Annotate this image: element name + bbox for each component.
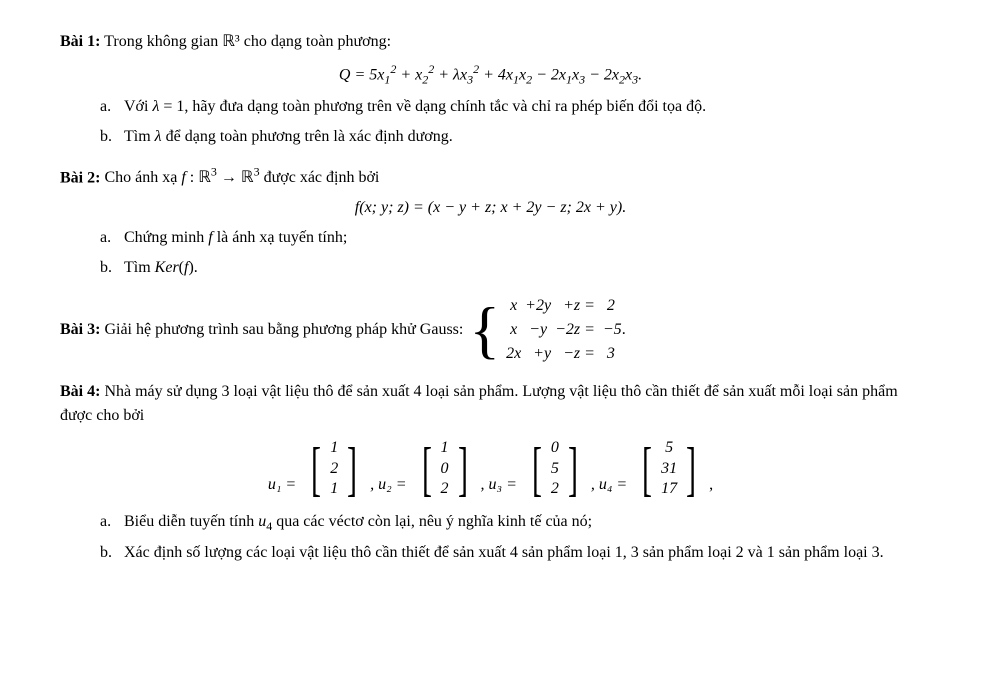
bai-4: Bài 4: Nhà máy sử dụng 3 loại vật liệu t…	[60, 380, 921, 566]
bai3-system: { x +2y +z = 2 x −y −2z = −5 2x +y −z = …	[469, 294, 621, 366]
bai2-b-text: Tìm Ker(f).	[124, 256, 198, 280]
bai2-a: a. Chứng minh f là ánh xạ tuyến tính;	[100, 226, 921, 250]
u1-col: 1 2 1	[326, 438, 342, 500]
bai3-title: Bài 3:	[60, 318, 100, 342]
u4-2: 17	[661, 479, 677, 500]
bai4-b: b. Xác định số lượng các loại vật liệu t…	[100, 541, 921, 565]
left-bracket-icon: [	[532, 439, 542, 499]
system-row-1: x +2y +z = 2	[506, 294, 622, 318]
u1-label: u₁ =	[268, 476, 296, 493]
right-bracket-icon: ]	[686, 439, 696, 499]
bai2-b: b. Tìm Ker(f).	[100, 256, 921, 280]
system-rows: x +2y +z = 2 x −y −2z = −5 2x +y −z = 3	[506, 294, 622, 366]
bai2-header: Bài 2: Cho ánh xạ f : ℝ3 → ℝ3 được xác đ…	[60, 163, 921, 190]
u1-0: 1	[330, 438, 338, 459]
left-bracket-icon: [	[422, 439, 432, 499]
u2-label: , u₂ =	[370, 476, 406, 493]
bai4-a-text: Biểu diễn tuyến tính u4 qua các véctơ cò…	[124, 510, 592, 535]
bai3-intro: Giải hệ phương trình sau bằng phương phá…	[104, 318, 463, 342]
bai4-b-text: Xác định số lượng các loại vật liệu thô …	[124, 541, 884, 565]
bai1-header: Bài 1: Trong không gian ℝ³ cho dạng toàn…	[60, 30, 921, 54]
bai-1: Bài 1: Trong không gian ℝ³ cho dạng toàn…	[60, 30, 921, 149]
u4-1: 31	[661, 459, 677, 480]
left-bracket-icon: [	[642, 439, 652, 499]
u3-label: , u₃ =	[481, 476, 517, 493]
bai1-formula: Q = 5x12 + x22 + λx32 + 4x1x2 − 2x1x3 − …	[60, 60, 921, 89]
label-b: b.	[100, 256, 124, 280]
left-bracket-icon: [	[311, 439, 321, 499]
bai4-a: a. Biểu diễn tuyến tính u4 qua các véctơ…	[100, 510, 921, 535]
bai4-matrices: u₁ = [ 1 2 1 ] , u₂ = [ 1 0 2 ] , u₃ = […	[60, 438, 921, 500]
label-b: b.	[100, 125, 124, 149]
bai4-intro: Nhà máy sử dụng 3 loại vật liệu thô để s…	[60, 383, 898, 424]
u1-2: 1	[330, 479, 338, 500]
bai3-tail: .	[622, 318, 626, 342]
u1-matrix: [ 1 2 1 ]	[306, 438, 362, 500]
right-bracket-icon: ]	[347, 439, 357, 499]
u1-1: 2	[330, 459, 338, 480]
label-a: a.	[100, 510, 124, 535]
system-row-2: x −y −2z = −5	[506, 318, 622, 342]
u3-1: 5	[551, 459, 559, 480]
label-b: b.	[100, 541, 124, 565]
label-a: a.	[100, 95, 124, 119]
right-bracket-icon: ]	[568, 439, 578, 499]
right-bracket-icon: ]	[458, 439, 468, 499]
u2-0: 1	[441, 438, 449, 459]
u2-1: 0	[441, 459, 449, 480]
label-a: a.	[100, 226, 124, 250]
bai-2: Bài 2: Cho ánh xạ f : ℝ3 → ℝ3 được xác đ…	[60, 163, 921, 280]
bai4-title: Bài 4:	[60, 383, 100, 400]
u3-matrix: [ 0 5 2 ]	[527, 438, 583, 500]
bai2-intro: Cho ánh xạ f : ℝ3 → ℝ3 được xác định bởi	[104, 169, 379, 186]
u2-2: 2	[441, 479, 449, 500]
system-row-3: 2x +y −z = 3	[506, 342, 622, 366]
bai4-tail: ,	[709, 476, 713, 493]
bai1-a-text: Với λ = 1, hãy đưa dạng toàn phương trên…	[124, 95, 706, 119]
u4-col: 5 31 17	[657, 438, 681, 500]
bai2-a-text: Chứng minh f là ánh xạ tuyến tính;	[124, 226, 347, 250]
bai4-header: Bài 4: Nhà máy sử dụng 3 loại vật liệu t…	[60, 380, 921, 428]
bai-3: Bài 3: Giải hệ phương trình sau bằng phư…	[60, 294, 921, 366]
bai2-formula: f(x; y; z) = (x − y + z; x + 2y − z; 2x …	[60, 196, 921, 220]
bai1-title: Bài 1:	[60, 33, 100, 50]
bai1-intro: Trong không gian ℝ³ cho dạng toàn phương…	[104, 33, 391, 50]
u3-2: 2	[551, 479, 559, 500]
u4-label: , u₄ =	[591, 476, 627, 493]
left-brace-icon: {	[469, 298, 500, 362]
bai1-b: b. Tìm λ để dạng toàn phương trên là xác…	[100, 125, 921, 149]
bai1-b-text: Tìm λ để dạng toàn phương trên là xác đị…	[124, 125, 453, 149]
u3-0: 0	[551, 438, 559, 459]
u4-0: 5	[661, 438, 677, 459]
u4-matrix: [ 5 31 17 ]	[637, 438, 701, 500]
u3-col: 0 5 2	[547, 438, 563, 500]
u2-matrix: [ 1 0 2 ]	[417, 438, 473, 500]
bai2-title: Bài 2:	[60, 169, 100, 186]
bai1-a: a. Với λ = 1, hãy đưa dạng toàn phương t…	[100, 95, 921, 119]
u2-col: 1 0 2	[437, 438, 453, 500]
